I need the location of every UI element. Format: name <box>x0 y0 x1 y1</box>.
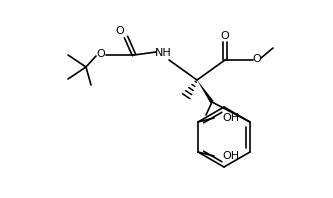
Text: O: O <box>97 49 105 59</box>
Text: OH: OH <box>222 151 239 161</box>
Text: OH: OH <box>222 113 239 123</box>
Text: NH: NH <box>155 48 171 58</box>
Polygon shape <box>197 80 214 103</box>
Text: O: O <box>116 26 124 36</box>
Text: O: O <box>253 54 261 64</box>
Text: O: O <box>221 31 229 41</box>
